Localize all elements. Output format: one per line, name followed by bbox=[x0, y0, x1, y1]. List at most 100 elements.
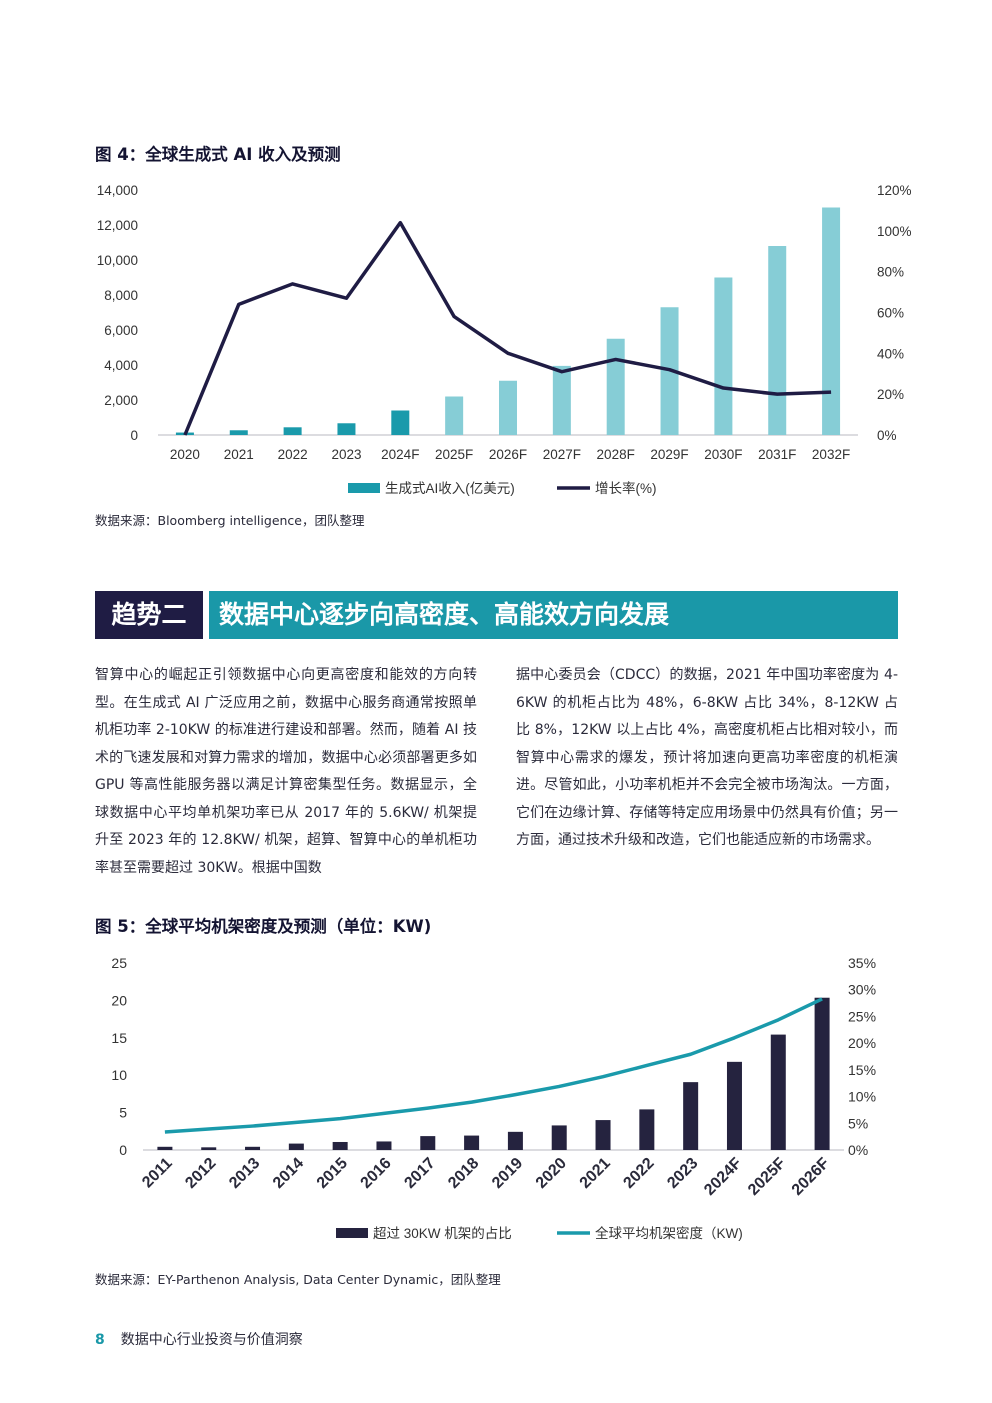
left-tick-label: 4,000 bbox=[104, 358, 138, 373]
right-tick-label: 80% bbox=[877, 265, 904, 280]
legend-revenue-label: 生成式AI收入(亿美元) bbox=[385, 481, 515, 496]
share-bar bbox=[770, 1034, 786, 1150]
right-tick-label: 0% bbox=[848, 1142, 868, 1158]
legend-growth-label: 增长率(%) bbox=[595, 480, 657, 496]
right-tick-label: 20% bbox=[848, 1035, 876, 1051]
body-text-right: 据中心委员会（CDCC）的数据，2021 年中国功率密度为 4-6KW 的机柜占… bbox=[516, 667, 898, 848]
x-tick-label: 2021 bbox=[577, 1155, 614, 1192]
right-tick-label: 25% bbox=[848, 1008, 876, 1024]
page-number: 8 bbox=[95, 1332, 105, 1348]
banner-divider bbox=[203, 591, 209, 639]
revenue-bar bbox=[283, 427, 302, 435]
x-tick-label: 2029F bbox=[650, 447, 688, 462]
genai-revenue-chart: 14,000 12,000 10,000 8,000 6,000 4,000 2,000 0 1… bbox=[97, 183, 912, 496]
right-tick-label: 15% bbox=[848, 1062, 876, 1078]
x-tick-label: 2015 bbox=[314, 1155, 351, 1192]
left-tick-label: 0 bbox=[119, 1142, 127, 1158]
x-tick-label: 2019 bbox=[489, 1155, 526, 1192]
right-tick-label: 100% bbox=[877, 224, 912, 239]
share-bar bbox=[420, 1136, 436, 1150]
revenue-bar bbox=[445, 396, 464, 435]
x-tick-label: 2024F bbox=[701, 1155, 745, 1199]
left-tick-label: 20 bbox=[111, 992, 127, 1008]
revenue-bar bbox=[391, 410, 410, 435]
x-tick-label: 2013 bbox=[226, 1155, 263, 1192]
share-bar bbox=[201, 1147, 217, 1150]
right-tick-label: 35% bbox=[848, 955, 876, 971]
x-tick-label: 2023 bbox=[664, 1155, 701, 1192]
legend-share-label: 超过 30KW 机架的占比 bbox=[373, 1226, 512, 1241]
revenue-bar bbox=[337, 423, 356, 435]
revenue-bar bbox=[714, 277, 733, 435]
left-tick-label: 6,000 bbox=[104, 323, 138, 338]
x-tick-label: 2026F bbox=[489, 447, 527, 462]
x-tick-label: 2024F bbox=[381, 447, 419, 462]
share-bar bbox=[464, 1135, 480, 1150]
revenue-bar bbox=[606, 338, 625, 435]
right-tick-label: 0% bbox=[877, 428, 897, 443]
x-tick-label: 2012 bbox=[182, 1155, 219, 1192]
x-tick-label: 2017 bbox=[401, 1155, 438, 1192]
left-tick-label: 5 bbox=[119, 1105, 127, 1121]
x-tick-label: 2032F bbox=[812, 447, 850, 462]
revenue-bar bbox=[552, 365, 571, 435]
page-footer: 8 数据中心行业投资与价值洞察 bbox=[95, 1329, 303, 1349]
footer-title: 数据中心行业投资与价值洞察 bbox=[120, 1332, 303, 1348]
x-tick-label: 2028F bbox=[597, 447, 635, 462]
left-tick-label: 2,000 bbox=[104, 393, 138, 408]
x-tick-label: 2014 bbox=[270, 1155, 307, 1192]
right-tick-label: 5% bbox=[848, 1115, 868, 1131]
x-tick-label: 2025F bbox=[435, 447, 473, 462]
share-bar bbox=[245, 1146, 261, 1150]
growth-rate-line bbox=[183, 220, 832, 436]
left-tick-label: 10,000 bbox=[97, 253, 138, 268]
x-tick-label: 2022 bbox=[278, 447, 308, 462]
revenue-bar bbox=[768, 246, 787, 435]
figure5-title: 图 5：全球平均机架密度及预测（单位：KW) bbox=[95, 917, 432, 936]
share-bar bbox=[814, 997, 830, 1150]
figure4-source: 数据来源：Bloomberg intelligence，团队整理 bbox=[95, 513, 365, 528]
right-tick-label: 30% bbox=[848, 982, 876, 998]
legend-revenue-swatch bbox=[348, 483, 380, 493]
x-tick-label: 2027F bbox=[543, 447, 581, 462]
x-tick-label: 2020 bbox=[170, 447, 200, 462]
left-tick-label: 14,000 bbox=[97, 183, 138, 198]
revenue-bar bbox=[822, 207, 841, 435]
x-tick-label: 2023 bbox=[331, 447, 361, 462]
density-line bbox=[164, 997, 823, 1134]
right-tick-label: 10% bbox=[848, 1089, 876, 1105]
right-tick-label: 60% bbox=[877, 306, 904, 321]
left-tick-label: 12,000 bbox=[97, 218, 138, 233]
x-tick-label: 2022 bbox=[620, 1155, 657, 1192]
share-bar bbox=[332, 1141, 348, 1150]
share-bar bbox=[551, 1125, 567, 1150]
x-tick-label: 2020 bbox=[533, 1155, 570, 1192]
share-bar bbox=[507, 1131, 523, 1150]
x-tick-label: 2018 bbox=[445, 1155, 482, 1192]
section-banner: 趋势二 数据中心逐步向高密度、高能效方向发展 bbox=[95, 591, 898, 639]
legend-density-label: 全球平均机架密度（KW) bbox=[595, 1225, 743, 1241]
left-tick-label: 15 bbox=[111, 1030, 127, 1046]
share-bar bbox=[288, 1143, 304, 1150]
legend-share-swatch bbox=[336, 1228, 368, 1238]
share-bar bbox=[683, 1082, 699, 1150]
figure4-title: 图 4：全球生成式 AI 收入及预测 bbox=[95, 145, 341, 164]
x-tick-label: 2021 bbox=[224, 447, 254, 462]
share-bar bbox=[376, 1141, 392, 1150]
left-tick-label: 10 bbox=[111, 1067, 127, 1083]
revenue-bar bbox=[499, 380, 517, 435]
x-tick-label: 2011 bbox=[139, 1155, 176, 1192]
right-tick-label: 120% bbox=[877, 183, 912, 198]
share-bar bbox=[639, 1109, 655, 1150]
x-tick-label: 2016 bbox=[358, 1155, 395, 1192]
x-tick-label: 2026F bbox=[789, 1155, 833, 1199]
left-tick-label: 25 bbox=[111, 955, 127, 971]
section-heading: 数据中心逐步向高密度、高能效方向发展 bbox=[209, 591, 898, 639]
right-tick-label: 40% bbox=[877, 346, 904, 361]
x-tick-label: 2025F bbox=[745, 1155, 789, 1199]
body-text-left: 智算中心的崛起正引领数据中心向更高密度和能效的方向转型。在生成式 AI 广泛应用… bbox=[95, 667, 477, 876]
share-bar bbox=[157, 1146, 173, 1150]
left-tick-label: 8,000 bbox=[104, 288, 138, 303]
revenue-bar bbox=[229, 430, 248, 435]
